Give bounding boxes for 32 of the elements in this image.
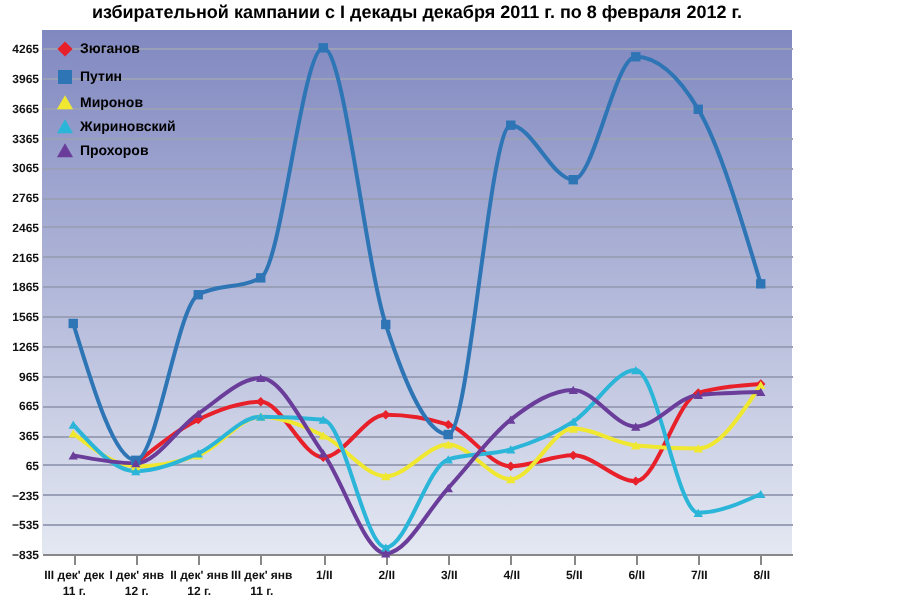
point	[381, 549, 391, 558]
chart-title: избирательной кампании с I декады декабря 2011 г. по 8 февраля 2012 г.	[91, 2, 743, 22]
point	[443, 419, 453, 430]
point	[568, 175, 578, 185]
line-series	[68, 43, 766, 465]
point	[381, 472, 391, 481]
point	[693, 104, 703, 115]
point	[381, 543, 391, 552]
point	[318, 415, 328, 424]
point	[506, 475, 516, 484]
point	[318, 431, 328, 440]
point	[256, 373, 266, 383]
point	[568, 424, 578, 433]
point	[693, 508, 703, 517]
point	[568, 385, 578, 394]
point	[756, 279, 766, 289]
point	[443, 440, 453, 449]
point	[131, 467, 141, 476]
point	[631, 366, 641, 375]
point	[756, 489, 766, 499]
point	[756, 387, 766, 396]
point	[256, 273, 266, 283]
point	[631, 52, 641, 62]
point	[506, 120, 516, 130]
point	[193, 290, 203, 300]
point	[381, 319, 391, 330]
point	[568, 417, 578, 426]
point	[68, 318, 78, 329]
point	[631, 422, 641, 431]
point	[443, 429, 453, 440]
point	[318, 43, 328, 53]
point	[256, 397, 266, 407]
